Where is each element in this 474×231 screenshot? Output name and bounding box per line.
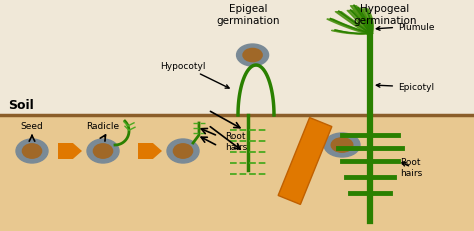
Ellipse shape — [93, 144, 113, 158]
Text: Radicle: Radicle — [86, 122, 119, 131]
Text: Seed: Seed — [21, 122, 44, 131]
Polygon shape — [278, 118, 332, 205]
Polygon shape — [58, 143, 82, 159]
Ellipse shape — [87, 139, 119, 163]
Text: Epicotyl: Epicotyl — [376, 83, 434, 92]
Text: Hypogeal
germination: Hypogeal germination — [353, 4, 417, 25]
Ellipse shape — [167, 139, 199, 163]
Ellipse shape — [324, 134, 360, 157]
Ellipse shape — [243, 49, 262, 62]
Ellipse shape — [331, 138, 353, 152]
Text: Root
hairs: Root hairs — [400, 158, 422, 177]
Ellipse shape — [173, 144, 192, 158]
Ellipse shape — [16, 139, 48, 163]
Text: Hypocotyl: Hypocotyl — [160, 62, 229, 89]
Bar — [0, 0, 474, 116]
Ellipse shape — [22, 144, 42, 158]
Text: Root
hairs: Root hairs — [225, 132, 247, 151]
Ellipse shape — [237, 45, 269, 67]
Bar — [0, 116, 474, 231]
Text: Epigeal
germination: Epigeal germination — [216, 4, 280, 25]
Text: Soil: Soil — [8, 99, 34, 112]
Text: Plumule: Plumule — [376, 22, 435, 31]
Polygon shape — [138, 143, 162, 159]
